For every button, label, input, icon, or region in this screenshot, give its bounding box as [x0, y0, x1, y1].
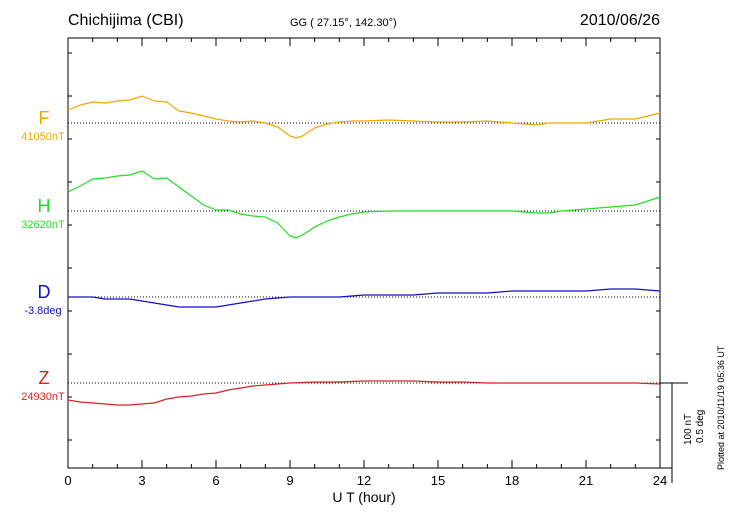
record-date: 2010/06/26	[579, 12, 660, 29]
x-tick-label: 9	[286, 473, 293, 488]
x-tick-label: 6	[212, 473, 219, 488]
series-line-z	[67, 380, 661, 406]
series-line-d	[68, 288, 661, 308]
series-line-f	[67, 95, 661, 139]
series-name-h: H	[37, 196, 51, 216]
series-baseline-h: 32620nT	[21, 219, 65, 231]
x-tick-label: 18	[505, 473, 519, 488]
series-name-d: D	[37, 282, 51, 302]
x-tick-label: 15	[431, 473, 445, 488]
x-tick-label: 12	[357, 473, 371, 488]
series-baseline-f: 41050nT	[21, 131, 65, 143]
plotted-timestamp: Plotted at 2010/11/19 05:36 UT	[716, 345, 726, 470]
x-axis-label: U T (hour)	[332, 489, 395, 505]
series-baseline-d: -3.8deg	[24, 305, 62, 317]
station-coordinates: GG ( 27.15°, 142.30°)	[290, 17, 397, 29]
series-name-z: Z	[38, 368, 50, 388]
x-tick-label: 24	[653, 473, 667, 488]
scale-deg-label: 0.5 deg	[695, 409, 706, 443]
scale-nt-label: 100 nT	[683, 413, 694, 445]
series-line-h	[67, 170, 661, 239]
series-baseline-z: 24930nT	[21, 391, 65, 403]
x-tick-label: 21	[579, 473, 593, 488]
plot-frame	[67, 37, 661, 469]
x-tick-label: 3	[138, 473, 145, 488]
station-title: Chichijima (CBI)	[68, 12, 184, 29]
series-name-f: F	[38, 108, 50, 128]
x-tick-label: 0	[64, 473, 71, 488]
